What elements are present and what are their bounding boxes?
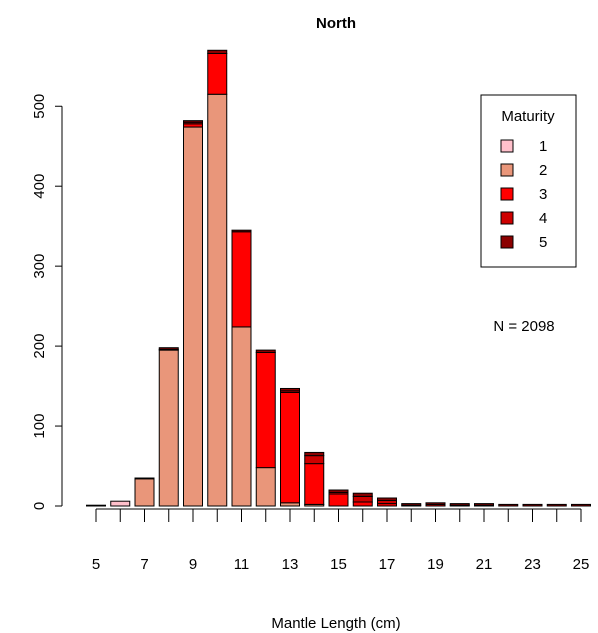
legend-swatch xyxy=(500,235,514,249)
legend-swatch xyxy=(500,163,514,177)
x-tick-label: 17 xyxy=(379,556,396,573)
x-tick-label: 25 xyxy=(573,556,590,573)
bar-segment xyxy=(328,489,349,493)
x-tick-label: 15 xyxy=(330,556,347,573)
legend-box xyxy=(480,94,577,268)
bar-segment xyxy=(158,349,179,507)
y-tick-label: 200 xyxy=(31,334,48,359)
legend-entry-label: 3 xyxy=(539,186,547,203)
bar-segment xyxy=(571,503,591,507)
bar-segment xyxy=(280,391,300,504)
bar-segment xyxy=(280,387,300,392)
bar-segment xyxy=(231,231,252,328)
y-tick-label: 500 xyxy=(31,94,48,119)
bar-segment xyxy=(498,503,519,507)
x-tick-label: 21 xyxy=(476,556,493,573)
bar-stacks xyxy=(86,49,591,507)
legend-entry-label: 1 xyxy=(539,138,547,155)
bar-segment xyxy=(304,451,325,457)
legend-entries: 1 2 3 4 5 xyxy=(500,138,547,251)
legend-swatch xyxy=(500,139,514,153)
legend-entry-label: 5 xyxy=(539,234,547,251)
y-axis: 0 100 200 300 400 500 xyxy=(31,94,63,510)
bar-segment xyxy=(474,503,494,506)
legend-entry-label: 2 xyxy=(539,162,547,179)
y-tick-label: 400 xyxy=(31,174,48,199)
x-tick-label: 7 xyxy=(140,556,148,573)
bar-segment xyxy=(134,477,155,480)
x-axis: 5 7 9 11 13 15 17 19 21 23 25 xyxy=(92,508,590,573)
bar-segment xyxy=(352,492,373,497)
y-tick-label: 100 xyxy=(31,414,48,439)
x-tick-label: 13 xyxy=(282,556,299,573)
legend-swatch xyxy=(500,187,514,201)
bar-segment xyxy=(425,502,446,505)
bar-segment xyxy=(255,467,276,507)
bar-segment xyxy=(352,501,373,507)
bar-segment xyxy=(328,493,349,507)
y-tick-label: 0 xyxy=(31,502,48,510)
bar-segment xyxy=(231,326,252,507)
bar-segment xyxy=(183,126,203,507)
bar-segment xyxy=(522,503,543,507)
bar-segment xyxy=(110,500,131,507)
legend-entry-label: 4 xyxy=(539,210,547,227)
bar-segment xyxy=(207,52,228,95)
x-tick-label: 5 xyxy=(92,556,100,573)
bar-segment xyxy=(377,497,397,501)
y-tick-label: 300 xyxy=(31,254,48,279)
sample-size-annotation: N = 2098 xyxy=(493,318,554,335)
legend-swatch xyxy=(500,211,514,225)
bar-segment xyxy=(231,229,252,233)
bar-segment xyxy=(255,349,276,353)
x-tick-label: 11 xyxy=(234,556,250,573)
chart-title: North xyxy=(316,15,356,32)
bar-segment xyxy=(255,351,276,469)
bar-segment xyxy=(546,503,567,507)
legend: Maturity 1 2 3 4 5 xyxy=(480,94,577,268)
x-tick-label: 9 xyxy=(189,556,197,573)
legend-title: Maturity xyxy=(501,108,555,125)
bar-segment xyxy=(352,495,373,503)
bar-segment xyxy=(183,120,203,123)
bar-segment xyxy=(207,49,228,54)
bar-segment xyxy=(134,478,155,507)
x-tick-label: 23 xyxy=(524,556,541,573)
bar-segment xyxy=(304,455,325,465)
x-axis-label: Mantle Length (cm) xyxy=(271,615,400,632)
bar-segment xyxy=(158,347,179,350)
bar-segment xyxy=(401,503,422,506)
bar-segment xyxy=(207,93,228,507)
bar-segment xyxy=(449,503,470,506)
bar-segment xyxy=(86,504,106,507)
x-tick-label: 19 xyxy=(427,556,444,573)
bar-segment xyxy=(304,463,325,505)
